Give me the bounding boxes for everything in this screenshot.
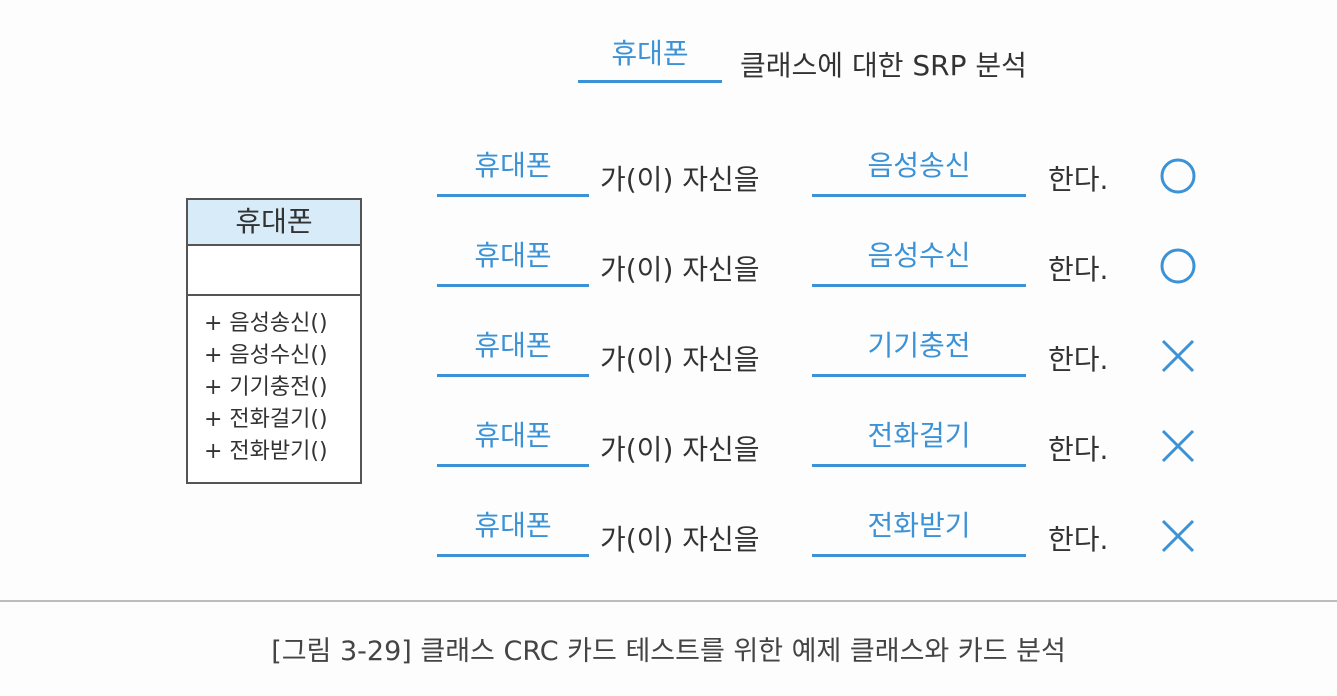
row-result-mark [1158,336,1198,376]
circle-mark-icon [1160,248,1196,284]
uml-class-box: 휴대폰 + 음성송신() + 음성수신() + 기기충전() + 전화걸기() … [186,198,362,484]
row-verb: 전화걸기 [812,422,1026,467]
srp-row: 휴대폰 가(이) 자신을 전화받기 한다. [0,512,1337,572]
uml-attributes-compartment [188,246,360,296]
row-subject: 휴대폰 [437,332,589,377]
uml-method: + 전화걸기() [204,407,328,432]
row-result-mark [1158,426,1198,466]
row-tail-text: 한다. [1048,433,1109,466]
row-middle-text: 가(이) 자신을 [600,433,760,466]
uml-method: + 전화받기() [204,439,328,464]
uml-method: + 음성수신() [204,343,328,368]
srp-row: 휴대폰 가(이) 자신을 전화걸기 한다. [0,422,1337,482]
cross-mark-icon [1161,429,1195,463]
title-subject-blank: 휴대폰 [578,40,722,83]
row-verb: 기기충전 [812,332,1026,377]
cross-mark-icon [1161,339,1195,373]
row-result-mark [1158,246,1198,286]
caption-divider [0,600,1337,602]
cross-mark-icon [1161,519,1195,553]
row-middle-text: 가(이) 자신을 [600,163,760,196]
uml-method: + 음성송신() [204,311,328,336]
row-middle-text: 가(이) 자신을 [600,253,760,286]
row-result-mark [1158,156,1198,196]
srp-row: 휴대폰 가(이) 자신을 음성수신 한다. [0,242,1337,302]
row-verb: 전화받기 [812,512,1026,557]
uml-methods-compartment: + 음성송신() + 음성수신() + 기기충전() + 전화걸기() + 전화… [188,296,360,468]
uml-method: + 기기충전() [204,375,328,400]
row-tail-text: 한다. [1048,343,1109,376]
row-tail-text: 한다. [1048,523,1109,556]
row-subject: 휴대폰 [437,512,589,557]
uml-class-name: 휴대폰 [188,200,360,246]
circle-mark-icon [1160,158,1196,194]
srp-row: 휴대폰 가(이) 자신을 기기충전 한다. [0,332,1337,392]
row-tail-text: 한다. [1048,253,1109,286]
row-verb: 음성수신 [812,242,1026,287]
row-tail-text: 한다. [1048,163,1109,196]
row-subject: 휴대폰 [437,242,589,287]
title-text: 클래스에 대한 SRP 분석 [740,49,1027,82]
row-middle-text: 가(이) 자신을 [600,343,760,376]
row-result-mark [1158,516,1198,556]
row-middle-text: 가(이) 자신을 [600,523,760,556]
row-subject: 휴대폰 [437,422,589,467]
row-subject: 휴대폰 [437,152,589,197]
figure-caption: [그림 3-29] 클래스 CRC 카드 테스트를 위한 예제 클래스와 카드 … [271,636,1066,667]
row-verb: 음성송신 [812,152,1026,197]
srp-row: 휴대폰 가(이) 자신을 음성송신 한다. [0,152,1337,212]
